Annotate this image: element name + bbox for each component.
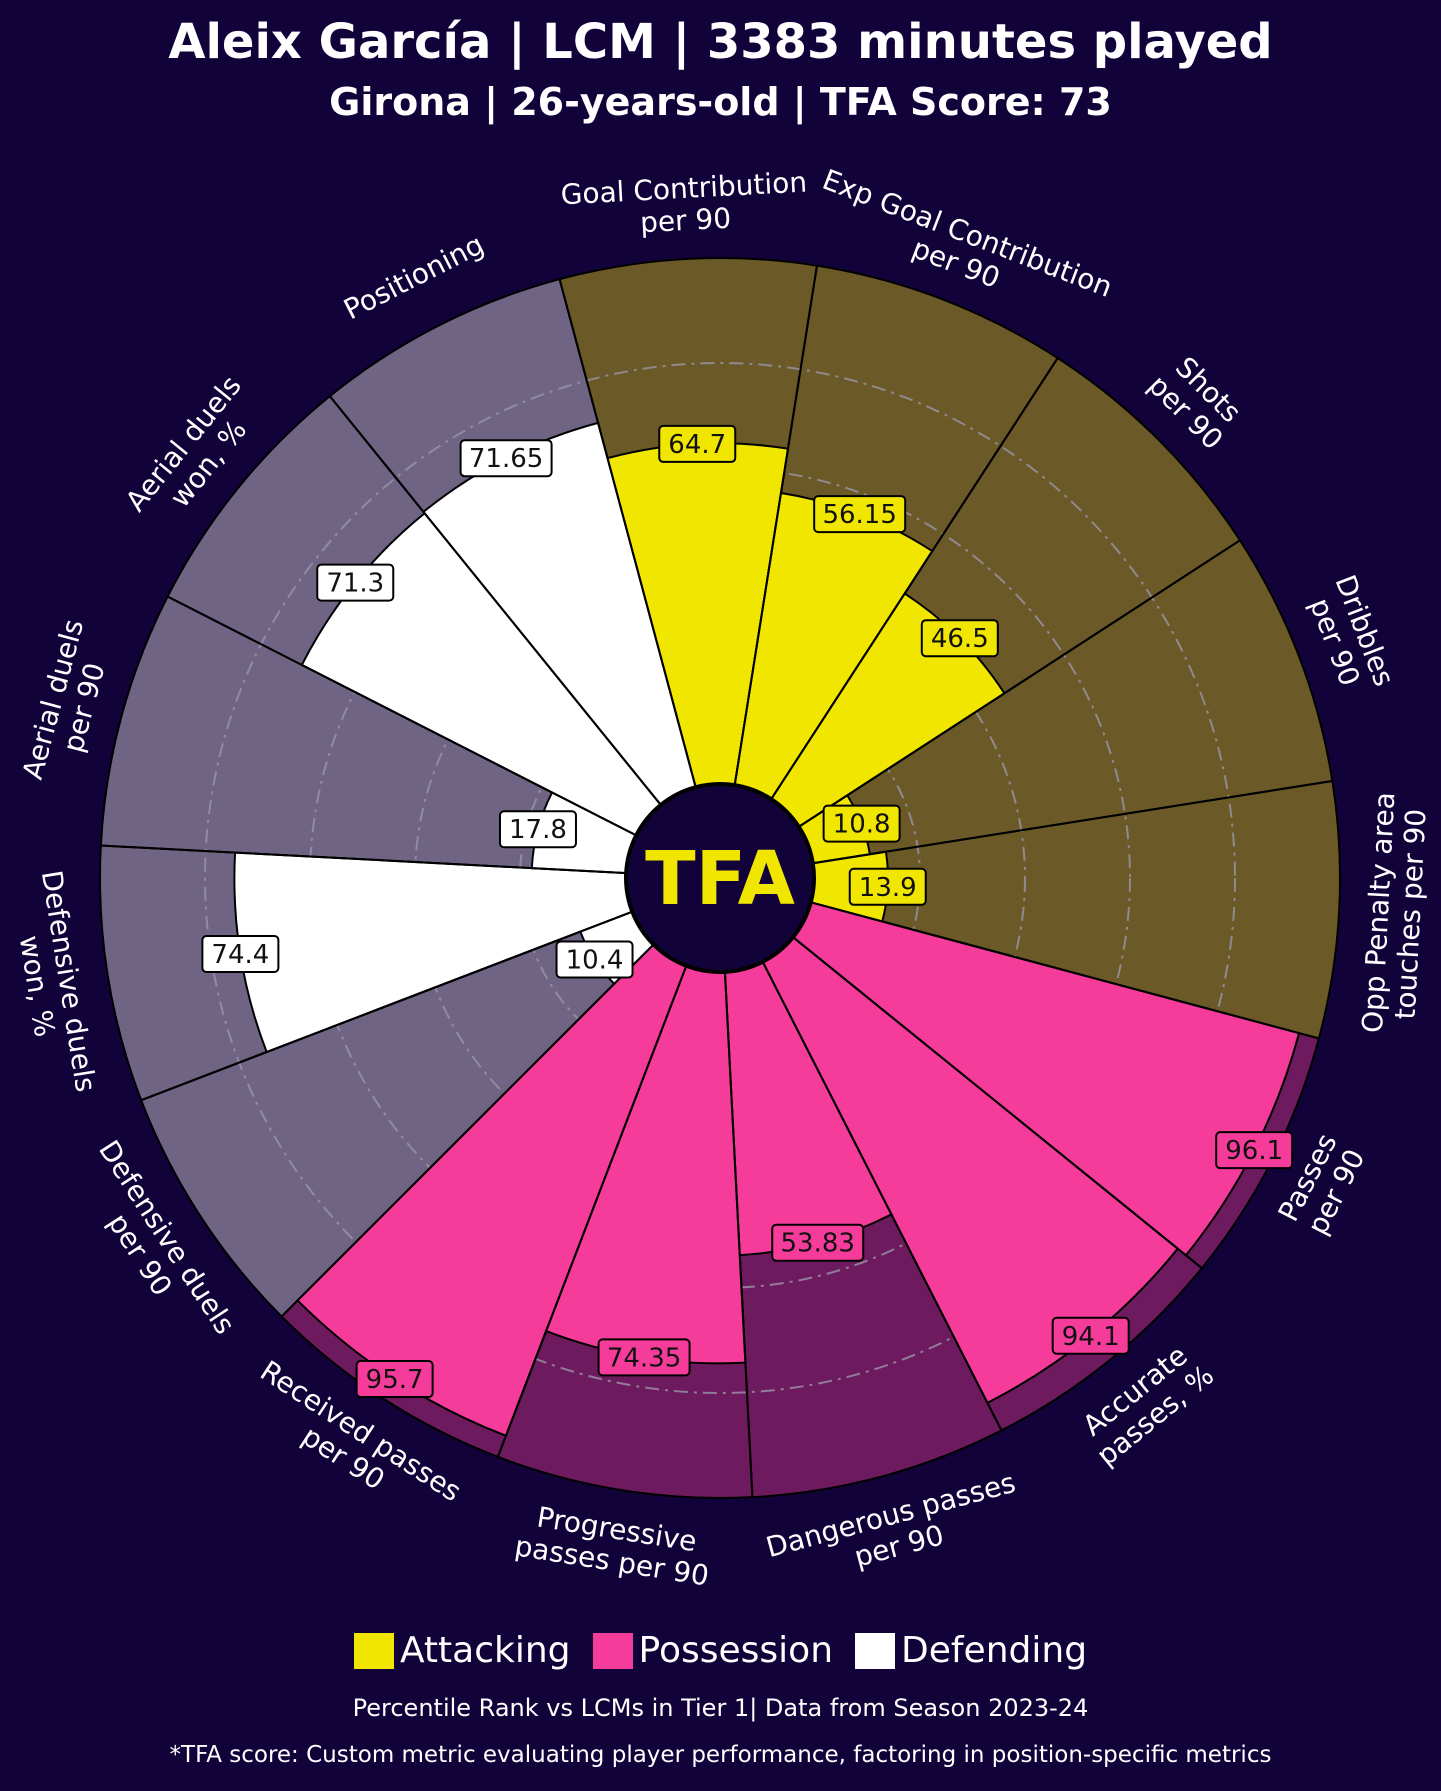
metric-8-divider bbox=[723, 972, 754, 1498]
metric-3-value-box bbox=[822, 804, 901, 843]
legend: Attacking Possession Defending bbox=[0, 1630, 1441, 1671]
legend-item-attacking: Attacking bbox=[353, 1630, 571, 1671]
metric-4-category-label: Opp Penalty areatouches per 90 bbox=[1356, 791, 1434, 1035]
footnote-data-source: Percentile Rank vs LCMs in Tier 1| Data … bbox=[352, 1694, 1089, 1722]
metric-1-divider bbox=[733, 265, 818, 785]
legend-label-defending: Defending bbox=[901, 1630, 1088, 1671]
metric-5-value-wedge bbox=[792, 901, 1301, 1257]
metric-5-divider bbox=[811, 901, 1320, 1040]
metric-12-divider bbox=[100, 844, 626, 875]
footnote-tfa-score: *TFA score: Custom metric evaluating pla… bbox=[169, 1742, 1272, 1768]
metric-0-category-label: Goal Contributionper 90 bbox=[560, 166, 810, 244]
metric-3-divider bbox=[799, 539, 1241, 828]
metric-9-value-label: 95.7 bbox=[355, 1360, 434, 1399]
metric-4-value-text: 13.9 bbox=[859, 873, 917, 903]
legend-swatch-defending bbox=[855, 1632, 896, 1669]
metric-11-value-label: 74.4 bbox=[201, 934, 280, 973]
metric-7-divider bbox=[762, 962, 1003, 1431]
metric-14-value-box bbox=[459, 439, 553, 478]
metric-2-divider bbox=[770, 357, 1059, 799]
metric-11-divider bbox=[140, 911, 632, 1102]
gridline-80 bbox=[204, 362, 1236, 1394]
metric-13-value-text: 71.3 bbox=[326, 569, 384, 599]
metric-8-value-wedge bbox=[544, 965, 747, 1365]
metric-12-value-label: 17.8 bbox=[498, 810, 577, 849]
center-circle bbox=[626, 784, 814, 972]
metric-2-value-box bbox=[920, 619, 999, 658]
dividers bbox=[100, 265, 1333, 1498]
metric-6-value-text: 94.1 bbox=[1062, 1322, 1120, 1352]
metric-5-value-box bbox=[1215, 1131, 1294, 1170]
metric-12-category-label: Aerial duelsper 90 bbox=[16, 616, 121, 791]
metric-8-value-label: 74.35 bbox=[597, 1338, 691, 1377]
metric-11-category-label: Defensive duelswon, % bbox=[3, 868, 102, 1099]
legend-label-possession: Possession bbox=[638, 1630, 834, 1671]
value-wedges bbox=[233, 421, 1301, 1438]
metric-10-value-box bbox=[555, 940, 634, 979]
center-logo: TFA bbox=[645, 836, 795, 922]
metric-11-value-text: 74.4 bbox=[211, 940, 269, 970]
chart-title: Aleix García | LCM | 3383 minutes played bbox=[168, 14, 1273, 70]
metric-12-value-text: 17.8 bbox=[509, 815, 567, 845]
metric-6-value-label: 94.1 bbox=[1051, 1316, 1130, 1355]
metric-3-category-label: Dribblesper 90 bbox=[1299, 570, 1401, 702]
legend-swatch-attacking bbox=[353, 1632, 394, 1669]
metric-7-value-box bbox=[771, 1223, 865, 1262]
legend-label-attacking: Attacking bbox=[399, 1630, 571, 1671]
radial-pizza-chart: 64.7 56.15 46.5 10.8 13.9 96.1 94.1 53.83 74.35 9… bbox=[3, 163, 1434, 1593]
metric-0-category-line-1: per 90 bbox=[639, 202, 732, 240]
metric-13-value-label: 71.3 bbox=[316, 563, 395, 602]
metric-12-value-box bbox=[498, 810, 577, 849]
metric-14-value-label: 71.65 bbox=[459, 439, 553, 478]
metric-6-divider bbox=[793, 937, 1203, 1269]
metric-4-divider bbox=[813, 780, 1333, 865]
metric-6-value-wedge bbox=[761, 936, 1180, 1405]
metric-14-value-wedge bbox=[422, 421, 697, 806]
metric-0-value-text: 64.7 bbox=[668, 430, 726, 460]
metric-3-value-text: 10.8 bbox=[833, 810, 891, 840]
metric-7-value-label: 53.83 bbox=[771, 1223, 865, 1262]
metric-0-value-wedge bbox=[606, 442, 790, 788]
metric-1-value-label: 56.15 bbox=[813, 495, 907, 534]
metric-11-value-wedge bbox=[233, 851, 633, 1054]
legend-swatch-possession bbox=[592, 1632, 633, 1669]
legend-item-defending: Defending bbox=[855, 1630, 1087, 1671]
metric-10-value-label: 10.4 bbox=[555, 940, 634, 979]
value-labels: 64.7 56.15 46.5 10.8 13.9 96.1 94.1 53.83 74.35 9… bbox=[201, 424, 1294, 1399]
metric-2-value-text: 46.5 bbox=[931, 624, 989, 654]
metric-1-value-text: 56.15 bbox=[822, 500, 896, 530]
metric-9-value-wedge bbox=[296, 943, 688, 1438]
metric-10-value-text: 10.4 bbox=[566, 945, 624, 975]
chart-subtitle: Girona | 26-years-old | TFA Score: 73 bbox=[329, 80, 1112, 124]
metric-0-value-label: 64.7 bbox=[658, 424, 737, 463]
metric-8-value-box bbox=[597, 1338, 691, 1377]
metric-14-divider bbox=[329, 395, 661, 805]
metric-7-value-text: 53.83 bbox=[781, 1229, 855, 1259]
metric-9-value-text: 95.7 bbox=[366, 1365, 424, 1395]
metric-1-value-box bbox=[813, 495, 907, 534]
metric-5-value-label: 96.1 bbox=[1215, 1131, 1294, 1170]
metric-0-value-box bbox=[658, 424, 737, 463]
metric-4-value-label: 13.9 bbox=[848, 867, 927, 906]
legend-item-possession: Possession bbox=[592, 1630, 834, 1671]
metric-9-divider bbox=[496, 966, 687, 1458]
metric-8-value-text: 74.35 bbox=[607, 1343, 681, 1373]
metric-5-value-text: 96.1 bbox=[1225, 1136, 1283, 1166]
metric-14-value-text: 71.65 bbox=[469, 444, 543, 474]
metric-6-value-box bbox=[1051, 1316, 1130, 1355]
metric-3-value-label: 10.8 bbox=[822, 804, 901, 843]
metric-8-category-label: Progressivepasses per 90 bbox=[513, 1498, 717, 1593]
metric-13-value-box bbox=[316, 563, 395, 602]
metric-2-value-label: 46.5 bbox=[920, 619, 999, 658]
metric-4-value-box bbox=[848, 867, 927, 906]
metric-9-value-box bbox=[355, 1360, 434, 1399]
metric-13-divider bbox=[167, 595, 636, 836]
metric-10-divider bbox=[280, 944, 654, 1318]
metric-0-divider bbox=[558, 278, 697, 787]
metric-11-value-box bbox=[201, 934, 280, 973]
